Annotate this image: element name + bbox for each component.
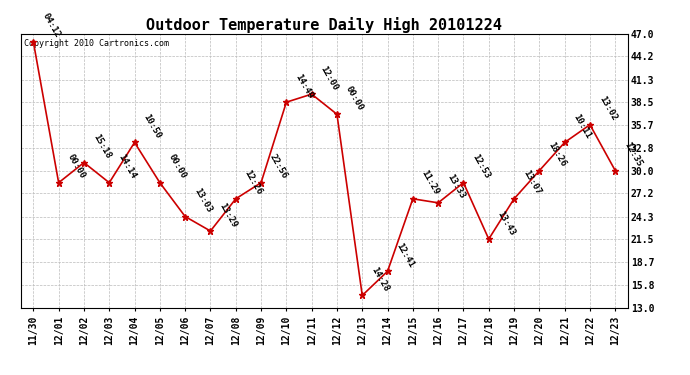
Text: 10:11: 10:11 [571,112,593,140]
Text: 04:12: 04:12 [40,12,61,40]
Text: 13:02: 13:02 [597,95,618,123]
Text: 18:26: 18:26 [546,141,568,168]
Text: 00:00: 00:00 [344,84,365,112]
Text: 12:26: 12:26 [243,169,264,196]
Text: 14:28: 14:28 [369,266,391,293]
Text: 12:41: 12:41 [395,242,416,269]
Text: 22:56: 22:56 [268,153,289,180]
Text: 14:49: 14:49 [293,72,315,100]
Text: 12:35: 12:35 [622,141,644,168]
Text: 13:03: 13:03 [192,187,213,214]
Text: 12:53: 12:53 [471,153,492,180]
Text: 00:00: 00:00 [66,153,87,180]
Text: 12:00: 12:00 [319,64,340,92]
Text: 00:00: 00:00 [167,153,188,180]
Text: Copyright 2010 Cartronics.com: Copyright 2010 Cartronics.com [23,39,169,48]
Text: 13:33: 13:33 [445,173,466,201]
Text: 10:50: 10:50 [141,112,163,140]
Text: 13:29: 13:29 [217,201,239,229]
Text: 13:07: 13:07 [521,169,542,196]
Text: 15:18: 15:18 [91,133,112,160]
Text: 11:29: 11:29 [420,169,441,196]
Text: 14:14: 14:14 [116,153,137,180]
Text: 13:43: 13:43 [495,209,517,237]
Title: Outdoor Temperature Daily High 20101224: Outdoor Temperature Daily High 20101224 [146,16,502,33]
